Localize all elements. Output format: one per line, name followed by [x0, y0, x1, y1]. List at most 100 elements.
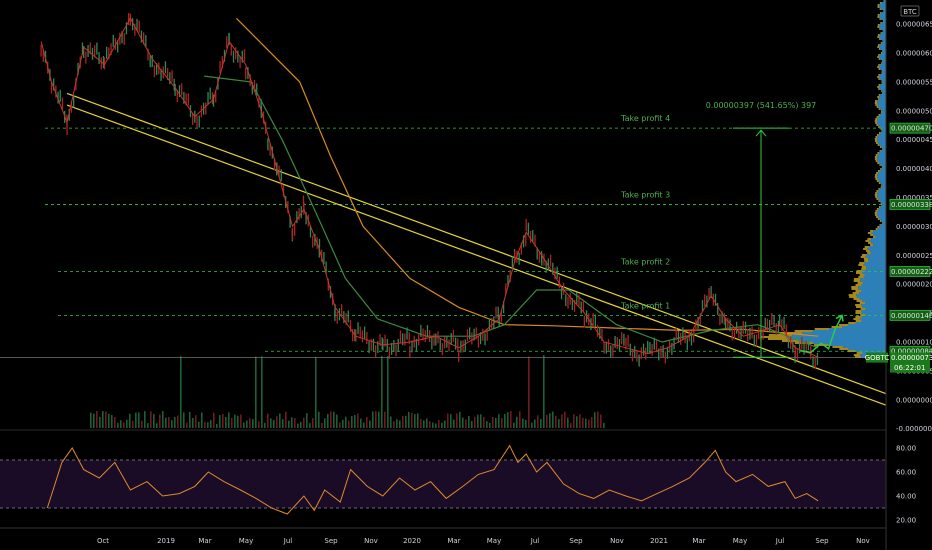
volume-profile-bar-secondary: [875, 178, 878, 180]
volume-bar: [438, 420, 440, 428]
rsi-tick-label: 20.00: [896, 517, 916, 525]
volume-profile-bar: [877, 138, 886, 140]
volume-profile-bar: [865, 308, 886, 310]
volume-profile-bar-secondary: [877, 56, 880, 58]
volume-bar: [312, 418, 314, 428]
volume-bar: [186, 422, 188, 428]
volume-profile-bar-secondary: [882, 30, 884, 32]
volume-bar: [519, 411, 521, 428]
volume-bar: [249, 418, 251, 428]
volume-profile-bar: [877, 100, 886, 102]
volume-profile-bar: [858, 288, 886, 290]
volume-profile-bar: [879, 76, 886, 78]
volume-bar: [561, 414, 563, 428]
volume-profile-bar: [864, 302, 886, 304]
volume-profile-bar-secondary: [861, 268, 867, 270]
volume-bar: [234, 414, 236, 428]
volume-profile-bar-secondary: [865, 250, 870, 252]
volume-profile-bar-secondary: [839, 348, 849, 350]
volume-profile-bar-secondary: [882, 40, 884, 42]
time-tick-label: May: [487, 537, 501, 545]
volume-bar: [267, 413, 269, 428]
volume-bar: [294, 417, 296, 428]
take-profit-price-badge-4: [889, 122, 931, 134]
volume-profile-bar: [878, 198, 886, 200]
volume-bar: [240, 414, 242, 428]
volume-bar: [546, 414, 548, 428]
volume-bar: [387, 356, 389, 428]
take-profit-price-badge-3: [889, 199, 931, 210]
volume-bar: [603, 422, 605, 428]
volume-bar: [348, 420, 350, 428]
volume-profile-bar: [862, 300, 886, 302]
volume-profile-bar-secondary: [864, 260, 869, 262]
volume-profile-bar-secondary: [874, 158, 878, 160]
volume-profile-bar-secondary: [878, 114, 880, 116]
rsi-tick-label: 80.00: [896, 445, 916, 453]
volume-bar: [96, 411, 98, 428]
volume-profile-bar: [882, 184, 886, 186]
volume-profile-bar: [877, 120, 886, 122]
volume-profile-bar-secondary: [878, 78, 880, 80]
countdown-text: 06:22:01: [894, 364, 925, 372]
volume-bar: [396, 419, 398, 428]
volume-bar: [543, 355, 545, 428]
volume-bar: [510, 411, 512, 428]
volume-profile-bar-secondary: [861, 254, 867, 256]
volume-bar: [465, 419, 467, 428]
volume-profile-bar-secondary: [880, 128, 882, 130]
volume-bar: [105, 411, 107, 428]
volume-profile-bar-secondary: [874, 102, 878, 104]
volume-profile-bar: [861, 306, 886, 308]
volume-profile-bar: [878, 162, 886, 164]
volume-bar: [366, 417, 368, 428]
volume-bar: [591, 417, 593, 428]
volume-profile-bar-secondary: [877, 218, 880, 220]
volume-bar: [162, 411, 164, 428]
volume-profile-bar: [881, 128, 886, 130]
volume-profile-bar: [880, 48, 886, 50]
volume-profile-bar-secondary: [858, 276, 864, 278]
volume-profile-bar: [870, 252, 886, 254]
volume-profile-bar: [858, 286, 886, 288]
volume-bar: [492, 417, 494, 428]
volume-profile-bar: [878, 208, 886, 210]
volume-bar: [420, 418, 422, 428]
volume-profile-bar: [879, 46, 886, 48]
volume-profile-bar: [880, 108, 886, 110]
volume-profile-bar: [879, 36, 886, 38]
volume-profile-bar: [880, 132, 886, 134]
volume-profile-bar: [877, 192, 886, 194]
volume-profile-bar: [881, 202, 886, 204]
volume-profile-bar: [865, 314, 886, 316]
volume-profile-bar-secondary: [875, 154, 878, 156]
volume-profile-bar-secondary: [878, 126, 880, 128]
volume-bar: [453, 419, 455, 428]
time-tick-label: Sep: [324, 537, 338, 545]
volume-bar: [342, 419, 344, 428]
volume-profile-bar-secondary: [881, 130, 883, 132]
volume-bar: [276, 416, 278, 428]
volume-bar: [558, 419, 560, 428]
projection-arrowhead: [835, 314, 844, 322]
volume-bar: [246, 420, 248, 428]
volume-profile-bar: [879, 6, 886, 8]
time-tick-label: 2019: [157, 537, 175, 545]
volume-profile-bar-secondary: [883, 0, 884, 2]
volume-profile-bar: [879, 98, 886, 100]
volume-profile-bar-secondary: [874, 194, 878, 196]
volume-profile-bar-secondary: [867, 238, 872, 240]
price-line: [40, 17, 819, 359]
volume-bar: [132, 420, 134, 428]
volume-profile-bar: [881, 112, 886, 114]
volume-profile-bar: [880, 224, 886, 226]
volume-profile-bar-secondary: [867, 252, 871, 254]
volume-bar: [285, 411, 287, 428]
volume-bar: [93, 413, 95, 428]
volume-profile-bar-secondary: [855, 320, 862, 322]
volume-profile-bar: [868, 258, 886, 260]
volume-profile-bar-secondary: [881, 82, 883, 84]
